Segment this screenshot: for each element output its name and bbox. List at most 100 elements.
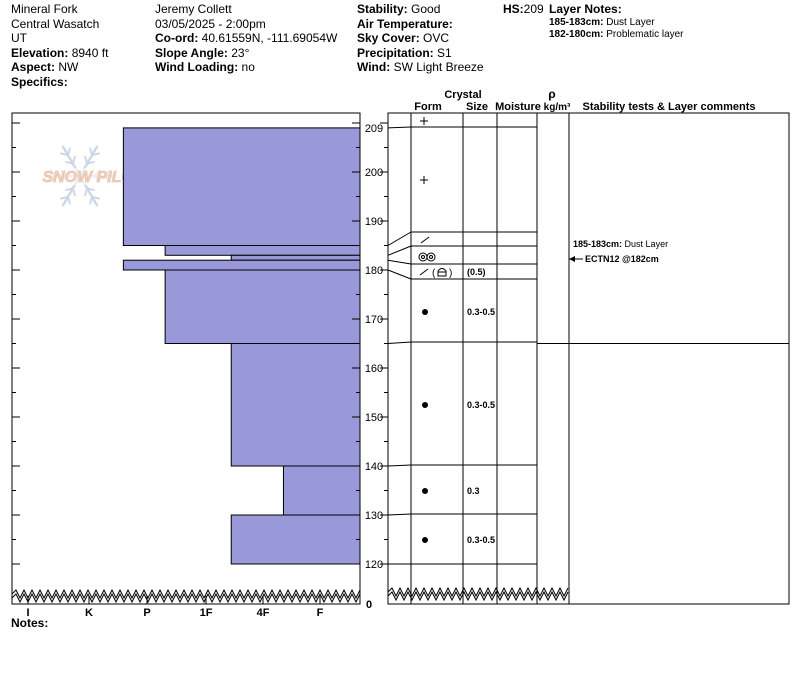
wind-loading-label: Wind Loading:	[155, 60, 239, 74]
stability-row: Stability: Good	[357, 2, 484, 17]
conditions-block: Stability: Good Air Temperature: Sky Cov…	[357, 2, 484, 75]
decomposing-icon	[419, 268, 429, 276]
col-header-size: Size	[466, 101, 488, 113]
hardness-bar	[164, 269, 361, 344]
wind-row: Wind: SW Light Breeze	[357, 60, 484, 75]
height-axis: I K P 1F 4F F 120 130 140 150 160 170 180 190 200 209 0	[11, 122, 569, 619]
aspect-value: NW	[58, 60, 79, 74]
hardness-bar	[122, 127, 361, 246]
wind-value: SW Light Breeze	[393, 60, 484, 74]
snowpilot-logo: SNOW PILOT	[32, 145, 154, 207]
elevation-label: Elevation:	[11, 45, 69, 60]
hs-row: HS:209	[503, 2, 544, 17]
col-header-form: Form	[414, 101, 442, 113]
logo-branch	[83, 155, 88, 165]
rounded-grain-icon	[422, 309, 428, 315]
layer-connector	[387, 231, 412, 246]
logo-branch	[88, 147, 93, 156]
mixed-form-icon: )	[449, 268, 452, 279]
chart-frames	[11, 112, 790, 605]
hardness-profile	[122, 127, 361, 565]
logo-branch	[91, 152, 100, 157]
layer-note-range: 182-180cm:	[549, 28, 604, 40]
crystal-size: (0.5)	[467, 267, 486, 277]
height-zero-label: 0	[366, 599, 372, 611]
logo-branch	[86, 160, 95, 165]
logo-branch	[67, 147, 72, 156]
specifics-label: Specifics:	[11, 74, 68, 89]
logo-branch	[65, 187, 74, 192]
slope-label: Slope Angle:	[155, 45, 228, 60]
coord-row: Co-ord: 40.61559N, -111.69054W	[155, 31, 337, 46]
hardness-frame	[11, 112, 361, 605]
precip-row: Precipitation: S1	[357, 46, 484, 61]
layer-connector	[387, 126, 412, 129]
logo-branch	[88, 196, 93, 205]
sky-label: Sky Cover:	[357, 31, 420, 45]
rounded-grain-icon	[422, 402, 428, 408]
logo-branch	[60, 152, 69, 157]
layer-note: 182-180cm: Problematic layer	[549, 29, 684, 41]
height-tick-label: 180	[365, 265, 383, 277]
wind-loading-value: no	[241, 60, 255, 74]
height-tick-label: 209	[365, 123, 383, 135]
logo-branch	[91, 195, 100, 200]
decomposing-icon	[420, 236, 430, 244]
elevation-value: 8940 ft	[71, 45, 109, 60]
mixed-form-icon	[437, 268, 447, 277]
height-tick-label: 130	[365, 510, 383, 522]
layer-notes-heading: Layer Notes:	[549, 2, 622, 16]
aspect-row: Aspect: NW	[11, 60, 108, 75]
col-header-density-unit: kg/m³	[544, 102, 571, 113]
elevation-row: Elevation: 8940 ft	[11, 46, 108, 61]
layer-connector	[387, 513, 412, 516]
surface-hoar-icon	[418, 252, 428, 262]
sky-row: Sky Cover: OVC	[357, 31, 484, 46]
layer-comment: 185-183cm: Dust Layer	[573, 239, 668, 249]
hardness-bar	[230, 343, 361, 467]
specifics-row: Specifics:	[11, 75, 108, 90]
layer-table: () (0.5) 0.3-0.5 0.3-0.5 0.3 0.3-0.5	[387, 117, 789, 565]
stability-test-arrow	[569, 256, 575, 262]
wind-loading-row: Wind Loading: no	[155, 60, 337, 75]
layer-comments: 185-183cm: Dust Layer ECTN12 @182cm	[569, 239, 668, 264]
hardness-bar	[230, 514, 361, 565]
hardness-bar	[122, 259, 361, 271]
logo-branch	[65, 160, 74, 165]
height-tick-label: 140	[365, 461, 383, 473]
col-header-crystal: Crystal	[444, 89, 481, 101]
height-tick-label: 160	[365, 363, 383, 375]
axis-break	[11, 588, 361, 600]
slope-row: Slope Angle: 23°	[155, 46, 337, 61]
hardness-tick-label: P	[143, 607, 150, 619]
layer-connector	[387, 259, 412, 265]
aspect-label: Aspect:	[11, 60, 56, 74]
logo-branch	[72, 187, 77, 197]
slope-value: 23°	[231, 45, 250, 60]
height-tick-label: 200	[365, 167, 383, 179]
location-line: UT	[11, 31, 27, 45]
hardness-tick-label: 4F	[257, 607, 270, 619]
location-line: Central Wasatch	[11, 16, 100, 31]
layer-comment-range: 185-183cm:	[573, 239, 625, 249]
hardness-bar	[164, 245, 361, 256]
logo-branch	[72, 155, 77, 165]
table-frame	[387, 112, 790, 605]
wind-label: Wind:	[357, 60, 391, 74]
hardness-bar	[230, 254, 361, 261]
logo-branch	[67, 196, 72, 205]
logo-branch	[86, 187, 95, 192]
sky-value: OVC	[423, 31, 450, 45]
axis-break	[11, 592, 361, 604]
hardness-tick-label: 1F	[200, 607, 213, 619]
precip-label: Precipitation:	[357, 45, 434, 60]
precip-value: S1	[437, 45, 452, 60]
logo-text: SNOW PILOT	[42, 169, 145, 186]
layer-note: 185-183cm: Dust Layer	[549, 17, 684, 29]
mixed-form-icon: (	[432, 268, 436, 279]
layer-connector	[387, 269, 412, 280]
notes-label: Notes:	[11, 616, 49, 630]
hardness-tick-label: F	[317, 607, 324, 619]
